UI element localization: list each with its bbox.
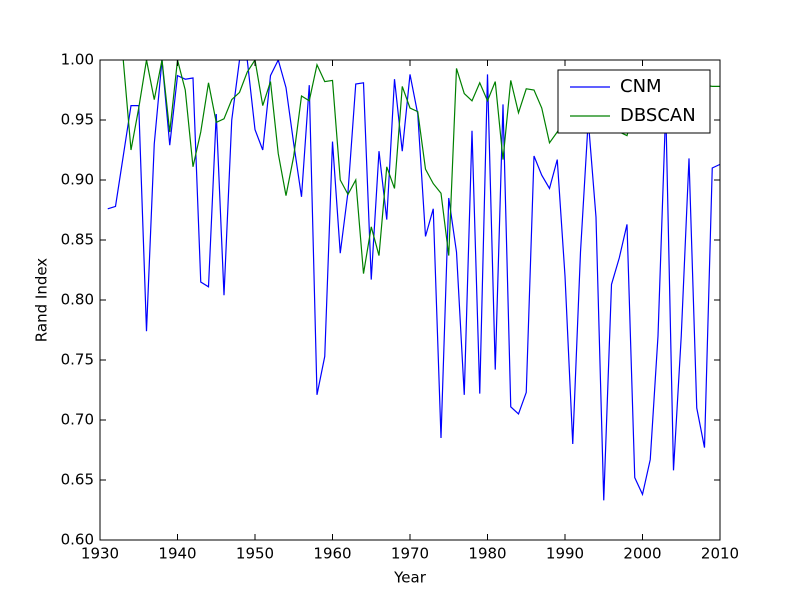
legend-label: CNM	[620, 76, 662, 97]
y-tick-label: 0.70	[61, 411, 94, 429]
y-tick-label: 0.75	[61, 351, 94, 369]
y-tick-label: 0.95	[61, 111, 94, 129]
x-tick-label: 1970	[391, 545, 429, 563]
x-tick-label: 1930	[81, 545, 119, 563]
plot-area	[100, 60, 720, 540]
x-tick-label: 1990	[546, 545, 584, 563]
y-tick-label: 0.90	[61, 171, 94, 189]
y-tick-label: 0.80	[61, 291, 94, 309]
x-tick-label: 1950	[236, 545, 274, 563]
legend-label: DBSCAN	[620, 105, 696, 126]
x-tick-label: 1960	[313, 545, 351, 563]
y-tick-label: 0.65	[61, 471, 94, 489]
legend-box	[557, 69, 711, 134]
x-tick-label: 2000	[623, 545, 661, 563]
y-tick-label: 0.85	[61, 231, 94, 249]
y-tick-label: 1.00	[61, 51, 94, 69]
y-tick-label: 0.60	[61, 531, 94, 549]
x-tick-label: 1940	[158, 545, 196, 563]
x-tick-label: 1980	[468, 545, 506, 563]
x-tick-label: 2010	[701, 545, 739, 563]
y-axis-label: Rand Index	[33, 258, 51, 342]
x-axis-label: Year	[393, 569, 427, 587]
series-line	[107, 60, 720, 501]
